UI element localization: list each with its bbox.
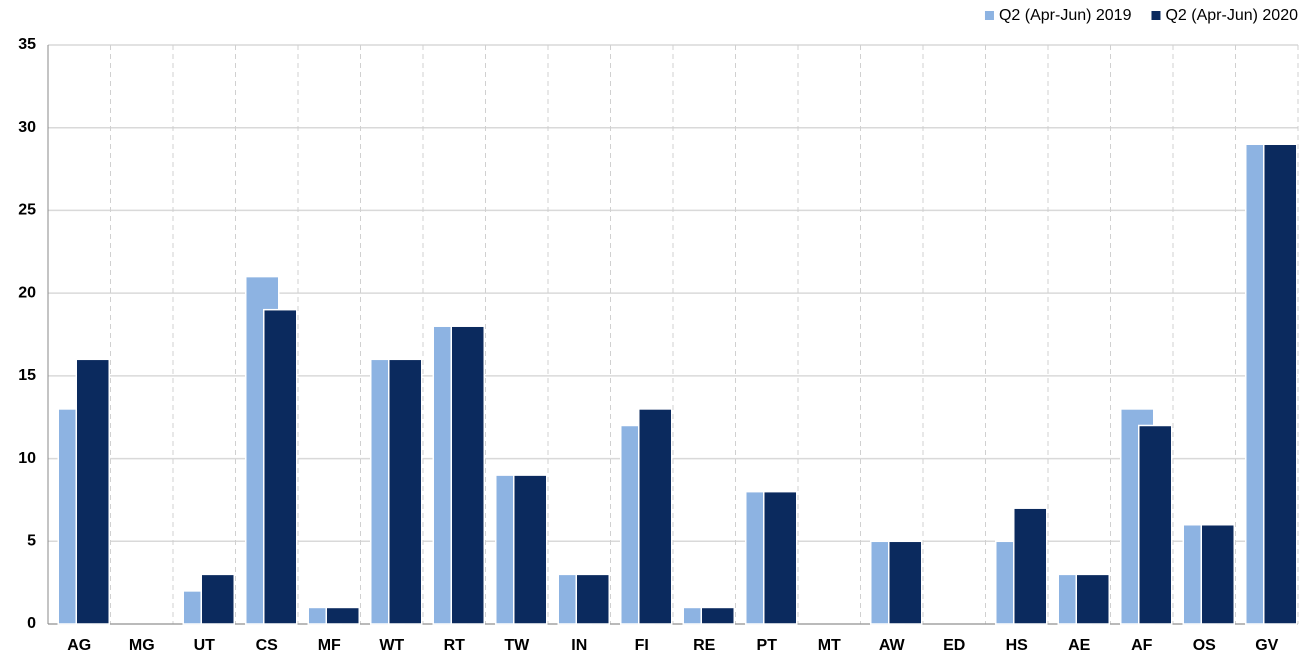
x-tick-label: RT: [444, 637, 466, 654]
bar: [450, 325, 485, 625]
x-tick-label: UT: [194, 637, 216, 654]
x-tick-label: RE: [693, 637, 716, 654]
bar: [325, 606, 360, 625]
bar: [1138, 424, 1173, 625]
x-tick-label: AW: [879, 637, 906, 654]
bar: [1200, 523, 1235, 625]
x-tick-label: HS: [1006, 637, 1029, 654]
y-tick-label: 0: [27, 615, 36, 632]
x-tick-label: CS: [256, 637, 279, 654]
bar: [75, 358, 110, 625]
bar: [1013, 507, 1048, 625]
bar: [263, 308, 298, 625]
x-tick-label: MG: [129, 637, 155, 654]
bar: [513, 474, 548, 625]
y-tick-label: 10: [18, 450, 36, 467]
bar: [575, 573, 610, 625]
x-tick-label: AF: [1131, 637, 1153, 654]
y-tick-label: 15: [18, 367, 36, 384]
bar: [888, 540, 923, 625]
x-tick-label: MF: [318, 637, 341, 654]
legend-label: Q2 (Apr-Jun) 2019: [999, 7, 1132, 24]
y-tick-label: 25: [18, 202, 36, 219]
x-tick-label: AE: [1068, 637, 1091, 654]
x-tick-label: FI: [635, 637, 649, 654]
bar: [388, 358, 423, 625]
x-tick-label: PT: [757, 637, 778, 654]
x-tick-label: GV: [1255, 637, 1278, 654]
x-tick-label: AG: [67, 637, 91, 654]
bar: [200, 573, 235, 625]
bar: [1263, 143, 1298, 625]
x-tick-label: OS: [1193, 637, 1216, 654]
legend-swatch: [984, 11, 994, 20]
x-tick-label: MT: [818, 637, 841, 654]
legend-label: Q2 (Apr-Jun) 2020: [1165, 7, 1298, 24]
y-tick-label: 30: [18, 119, 36, 136]
y-tick-label: 35: [18, 36, 36, 53]
x-tick-label: ED: [943, 637, 965, 654]
bar: [638, 408, 673, 625]
y-tick-label: 5: [27, 533, 36, 550]
bar: [1075, 573, 1110, 625]
legend-swatch: [1151, 11, 1161, 20]
bar: [763, 490, 798, 625]
bar: [700, 606, 735, 625]
x-tick-label: WT: [379, 637, 404, 654]
x-tick-label: IN: [571, 637, 587, 654]
x-tick-label: TW: [504, 637, 530, 654]
y-tick-label: 20: [18, 284, 36, 301]
